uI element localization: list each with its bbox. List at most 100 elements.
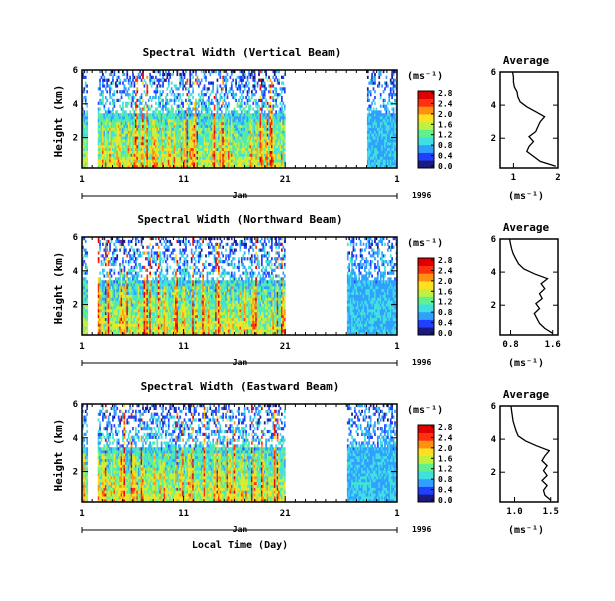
heatmap-cell <box>119 104 121 108</box>
heatmap-cell <box>83 119 86 123</box>
heatmap-cell <box>140 274 143 278</box>
heatmap-cell <box>82 127 84 131</box>
heatmap-cell <box>187 90 190 94</box>
heatmap-cell <box>240 81 243 85</box>
heatmap-cell <box>149 107 152 111</box>
heatmap-cell <box>155 110 157 114</box>
colorbar: 0.00.40.81.21.62.02.42.8 <box>417 89 453 171</box>
heatmap-cell <box>86 291 89 295</box>
heatmap-cell <box>119 98 121 102</box>
heatmap-cell <box>99 242 101 246</box>
heatmap-cell <box>102 101 104 105</box>
heatmap-cell <box>104 260 107 264</box>
heatmap-cell <box>222 81 225 85</box>
heatmap-cell <box>253 78 256 82</box>
heatmap-cell <box>283 136 286 140</box>
heatmap-cell <box>228 104 230 108</box>
heatmap-cell <box>130 239 133 244</box>
heatmap-cell <box>172 107 174 111</box>
heatmap-cell <box>265 87 267 91</box>
heatmap-cell <box>275 110 278 114</box>
colorbar-swatch <box>418 91 434 99</box>
heatmap-cell <box>103 104 106 108</box>
heatmap-cell <box>84 81 87 85</box>
colorbar-swatch <box>418 129 434 138</box>
heatmap-cell <box>86 265 89 269</box>
heatmap-cell <box>269 104 272 108</box>
heatmap-cell <box>225 75 227 79</box>
heatmap-cell <box>84 239 87 244</box>
heatmap-cell <box>281 95 283 100</box>
heatmap-cell <box>155 93 157 97</box>
heatmap-cell <box>129 93 131 97</box>
heatmap-cell <box>190 72 193 77</box>
y-tick-label: 2 <box>73 134 78 144</box>
heatmap-cell <box>269 87 272 91</box>
heatmap-cell <box>123 239 126 244</box>
heatmap-cell <box>283 133 286 137</box>
heatmap-cell <box>263 81 266 85</box>
heatmap-cell <box>99 248 101 252</box>
heatmap-cell <box>167 107 170 111</box>
heatmap-cell <box>83 147 86 151</box>
heatmap-cell <box>119 78 121 82</box>
heatmap-cell <box>82 121 84 126</box>
heatmap-cell <box>253 81 256 85</box>
heatmap-cell <box>113 101 116 105</box>
heatmap-cell <box>391 95 393 100</box>
heatmap-cell <box>196 75 199 79</box>
heatmap-cell <box>219 84 222 88</box>
heatmap-cell <box>173 101 176 105</box>
heatmap-cell <box>195 104 197 108</box>
heatmap-cell <box>82 72 84 77</box>
heatmap-cell <box>256 84 259 88</box>
heatmap-cell <box>82 124 84 128</box>
heatmap-cell <box>133 84 136 88</box>
heatmap-cell <box>215 93 217 97</box>
heatmap-cell <box>103 107 106 111</box>
heatmap-cell <box>216 87 219 91</box>
heatmap-cell <box>271 81 273 85</box>
heatmap-cell <box>189 98 192 102</box>
heatmap-cell <box>180 107 183 111</box>
heatmap-cell <box>102 262 104 267</box>
heatmap-cell <box>119 248 121 252</box>
heatmap-cell <box>283 130 286 134</box>
heatmap-cell <box>100 260 103 264</box>
heatmap-cell <box>83 90 86 94</box>
heatmap-cell <box>82 75 84 79</box>
heatmap-cell <box>248 110 250 114</box>
heatmap-cell <box>384 98 386 102</box>
average-y-tick-label: 2 <box>491 134 496 144</box>
heatmap-cell <box>392 90 395 94</box>
heatmap-cell <box>97 119 100 123</box>
heatmap-cell <box>205 101 207 105</box>
heatmap-cell <box>216 98 219 102</box>
heatmap-cell <box>263 101 266 105</box>
heatmap-cell <box>283 124 286 128</box>
heatmap-cell <box>379 93 382 97</box>
heatmap-cell <box>132 257 134 261</box>
heatmap-cell <box>238 81 240 85</box>
heatmap-cell <box>159 95 162 100</box>
heatmap-cell <box>216 90 219 94</box>
heatmap-cell <box>371 72 373 77</box>
heatmap-cell <box>83 156 86 160</box>
heatmap-cell <box>156 90 159 94</box>
heatmap-cell <box>122 262 124 267</box>
heatmap-cell <box>133 95 136 100</box>
heatmap-cell <box>394 84 396 88</box>
heatmap-cell <box>187 104 190 108</box>
heatmap-cell <box>283 113 286 117</box>
heatmap-cell <box>124 248 127 252</box>
heatmap-cell <box>104 95 107 100</box>
heatmap-cell <box>216 110 219 114</box>
heatmap-cell <box>130 271 133 275</box>
heatmap-cell <box>275 90 278 94</box>
heatmap-cell <box>162 107 164 111</box>
heatmap-cell <box>82 156 84 160</box>
y-tick-label: 4 <box>73 100 79 110</box>
heatmap-cell <box>84 142 87 146</box>
heatmap-cell <box>130 104 133 108</box>
